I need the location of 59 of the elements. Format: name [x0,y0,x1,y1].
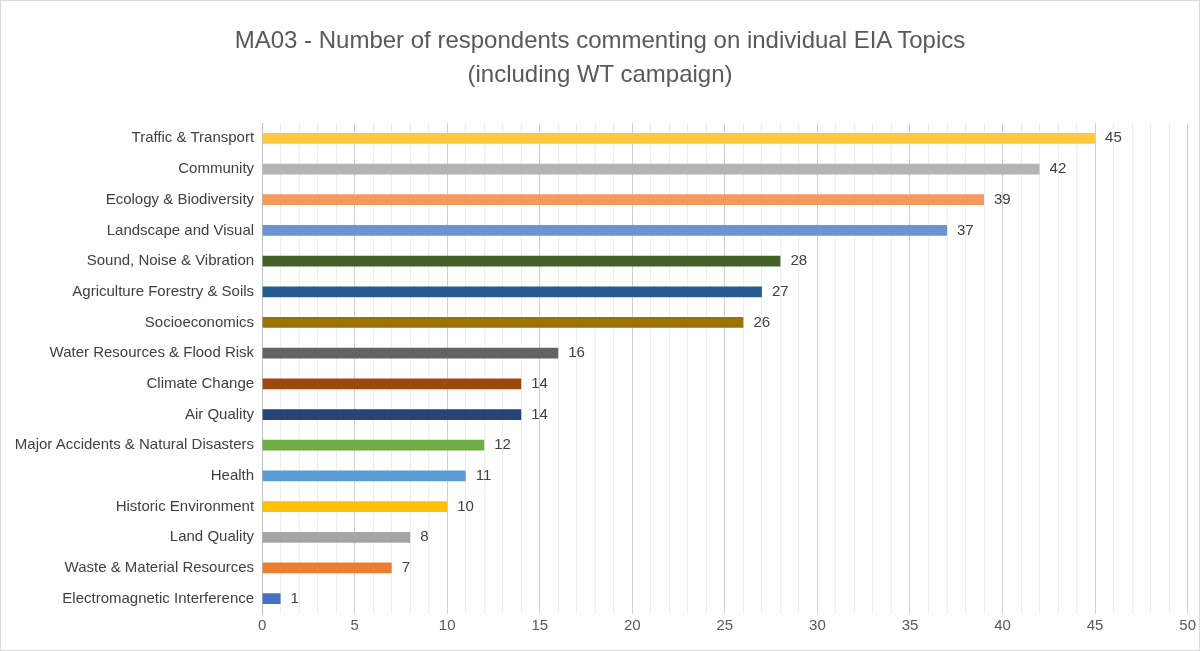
bar [262,132,1096,144]
bar [262,531,411,543]
x-tick-label: 45 [1086,616,1104,634]
x-tick-label: 0 [257,616,267,634]
y-tick-label: Traffic & Transport [131,128,255,146]
bar [262,378,522,390]
bar [262,286,762,298]
y-tick-label: Historic Environment [115,496,255,514]
bar [262,255,781,267]
bar [262,562,392,574]
bar [262,347,559,359]
data-label: 27 [771,281,789,299]
y-tick-label: Water Resources & Flood Risk [49,343,255,361]
data-label: 42 [1049,159,1067,177]
bar [262,501,448,512]
bar [262,317,744,328]
y-tick-label: Air Quality [184,404,255,422]
data-label: 28 [790,251,808,269]
data-label: 39 [994,189,1011,207]
data-label: 45 [1105,128,1122,146]
data-label: 7 [401,558,411,576]
y-tick-label: Landscape and Visual [106,220,255,238]
bar [262,225,948,236]
data-label: 10 [457,496,474,514]
y-tick-label: Socioeconomics [144,312,255,330]
x-tick-label: 50 [1179,616,1196,634]
data-label: 26 [753,312,771,330]
data-label: 14 [531,404,548,422]
y-tick-label: Agriculture Forestry & Soils [72,281,255,299]
x-tick-label: 40 [994,616,1011,634]
x-tick-label: 15 [531,616,549,634]
data-label: 12 [494,435,511,453]
x-tick-label: 25 [716,616,734,634]
bar [262,409,522,420]
y-tick-label: Climate Change [146,373,255,391]
x-tick-label: 30 [809,616,826,634]
data-label: 11 [475,466,492,484]
data-label: 8 [420,527,429,545]
bar [262,593,281,605]
chart-title: MA03 - Number of respondents commenting on individual EIA Topics (including WT campaign) [233,25,967,89]
x-tick-label: 10 [438,616,456,634]
y-tick-label: Land Quality [169,527,255,545]
x-tick-label: 35 [901,616,919,634]
data-label: 37 [957,220,974,238]
x-tick-label: 5 [350,616,359,634]
y-tick-label: Health [210,466,255,484]
data-label: 16 [568,343,585,361]
bar [262,470,466,482]
bar [262,194,985,206]
x-tick-label: 20 [623,616,641,634]
y-tick-label: Waste & Material Resources [64,558,255,576]
bar [262,439,485,451]
y-tick-label: Ecology & Biodiversity [105,189,255,207]
y-tick-label: Major Accidents & Natural Disasters [14,435,255,453]
y-tick-label: Electromagnetic Interference [62,588,255,606]
y-tick-label: Sound, Noise & Vibration [86,251,255,269]
data-label: 1 [290,588,299,606]
data-label: 14 [531,373,548,391]
y-tick-label: Community [178,159,255,177]
